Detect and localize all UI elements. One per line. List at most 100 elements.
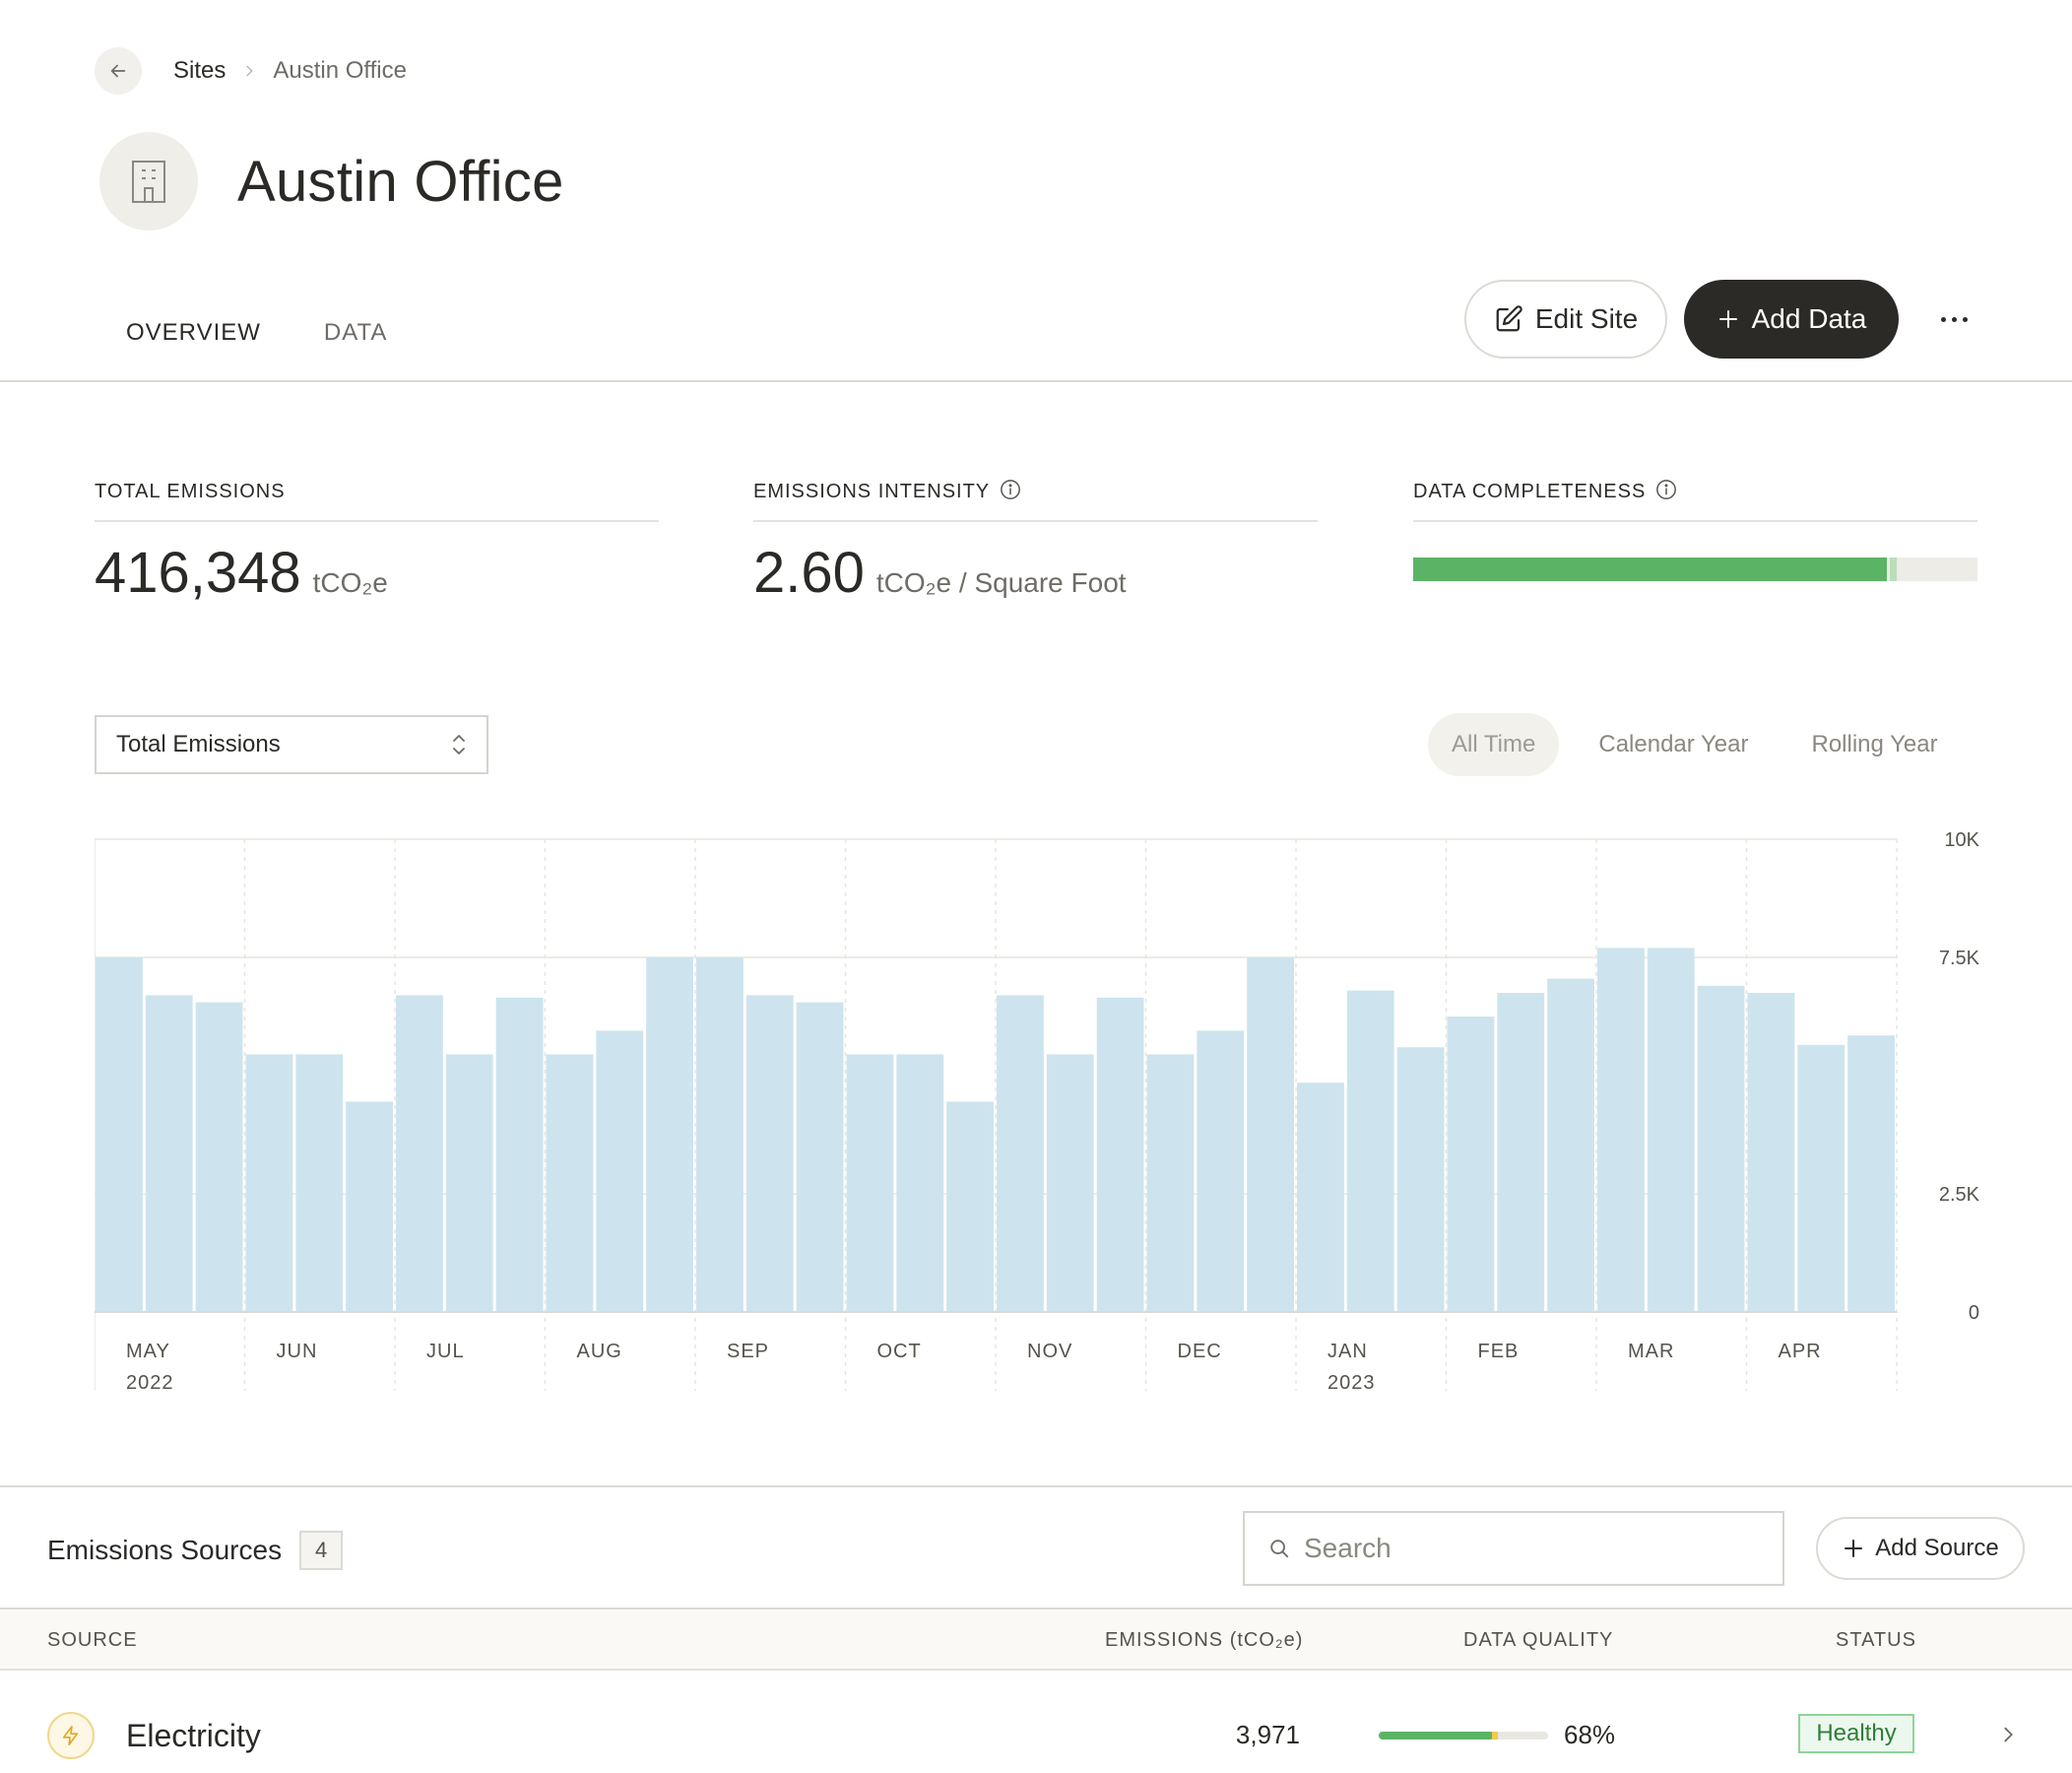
- x-year-label: 2023: [1327, 1372, 1376, 1394]
- chart-bar[interactable]: [1197, 1030, 1245, 1312]
- column-header-data-quality[interactable]: DATA QUALITY: [1463, 1629, 1614, 1651]
- data-quality-percent: 68%: [1564, 1720, 1616, 1749]
- chart-bar[interactable]: [1847, 1035, 1895, 1312]
- chart-bar[interactable]: [696, 957, 744, 1312]
- range-calendar-year[interactable]: Calendar Year: [1598, 731, 1749, 757]
- status-badge: Healthy: [1798, 1714, 1914, 1753]
- back-button[interactable]: [95, 47, 142, 95]
- tab-data[interactable]: DATA: [323, 319, 388, 346]
- chart-bar[interactable]: [96, 957, 143, 1312]
- chart-bar[interactable]: [1247, 957, 1294, 1312]
- data-quality-fill: [1379, 1732, 1494, 1740]
- chart-bar[interactable]: [1697, 985, 1745, 1312]
- add-data-button[interactable]: Add Data: [1684, 280, 1899, 359]
- column-header-status[interactable]: STATUS: [1836, 1629, 1916, 1651]
- x-tick-label: OCT: [877, 1341, 922, 1362]
- metric-select[interactable]: Total Emissions: [95, 715, 488, 774]
- stat-label: EMISSIONS INTENSITY: [753, 481, 991, 502]
- source-name[interactable]: Electricity: [126, 1718, 261, 1753]
- total-emissions-value: 416,348: [95, 541, 301, 605]
- chart-bar[interactable]: [245, 1054, 293, 1312]
- add-data-label: Add Data: [1751, 303, 1867, 334]
- chart-bar[interactable]: [546, 1054, 594, 1312]
- data-completeness-bar: [1413, 558, 1977, 581]
- data-quality-bar: [1379, 1732, 1548, 1740]
- edit-site-label: Edit Site: [1534, 303, 1639, 334]
- x-tick-label: AUG: [577, 1341, 622, 1362]
- search-field[interactable]: [1243, 1511, 1784, 1586]
- chart-bar[interactable]: [896, 1054, 944, 1312]
- x-tick-label: JAN: [1327, 1341, 1368, 1362]
- chart-bar[interactable]: [396, 995, 443, 1312]
- info-icon[interactable]: [1655, 479, 1677, 500]
- chart-bar[interactable]: [646, 957, 693, 1312]
- x-tick-label: SEP: [727, 1341, 769, 1362]
- chart-bar[interactable]: [1747, 993, 1795, 1312]
- x-tick-label: APR: [1779, 1341, 1822, 1362]
- column-header-source[interactable]: SOURCE: [47, 1629, 138, 1651]
- chart-bar[interactable]: [1046, 1054, 1094, 1312]
- edit-icon: [1496, 305, 1522, 332]
- column-header-emissions[interactable]: EMISSIONS (tCO₂e): [1105, 1629, 1304, 1651]
- search-input[interactable]: [1304, 1533, 1777, 1564]
- emissions-intensity-unit: tCO₂e / Square Foot: [875, 567, 1127, 598]
- chart-bar[interactable]: [1447, 1017, 1495, 1312]
- chart-bar[interactable]: [346, 1101, 393, 1312]
- chart-bar[interactable]: [1647, 948, 1695, 1312]
- page-header: Austin Office: [99, 132, 564, 230]
- time-range-tabs: All Time Calendar Year Rolling Year: [1428, 713, 1977, 776]
- plus-icon: [1718, 310, 1737, 328]
- chart-bar[interactable]: [1297, 1083, 1344, 1312]
- info-icon[interactable]: [1000, 479, 1021, 500]
- total-emissions-stat: TOTAL EMISSIONS 416,348 tCO₂e: [95, 473, 659, 606]
- chart-bar[interactable]: [145, 995, 193, 1312]
- add-source-label: Add Source: [1875, 1535, 1999, 1561]
- lightning-icon: [47, 1712, 95, 1759]
- page-title: Austin Office: [237, 149, 564, 214]
- y-tick-label: 7.5K: [1939, 948, 1980, 969]
- chart-bar[interactable]: [195, 1002, 243, 1312]
- breadcrumb-current: Austin Office: [273, 57, 407, 84]
- data-completeness-stat: DATA COMPLETENESS: [1413, 473, 1977, 581]
- tabs-divider: [0, 380, 2072, 382]
- chart-bar[interactable]: [946, 1101, 994, 1312]
- chart-bar[interactable]: [596, 1030, 644, 1312]
- chart-bar[interactable]: [1547, 978, 1594, 1312]
- sources-count-badge: 4: [299, 1531, 344, 1570]
- chart-bar[interactable]: [1797, 1044, 1845, 1312]
- chart-bar[interactable]: [295, 1054, 344, 1312]
- search-icon: [1270, 1540, 1289, 1558]
- y-tick-label: 2.5K: [1939, 1184, 1980, 1206]
- chart-bar[interactable]: [1346, 990, 1394, 1312]
- chart-bar[interactable]: [997, 995, 1044, 1312]
- chart-bar[interactable]: [1396, 1047, 1445, 1312]
- data-quality-marker: [1491, 1732, 1498, 1740]
- x-tick-label: JUL: [426, 1341, 465, 1362]
- breadcrumb-sites-link[interactable]: Sites: [173, 57, 227, 84]
- data-completeness-marker: [1890, 558, 1898, 581]
- chart-bar[interactable]: [1096, 997, 1144, 1312]
- chart-bar[interactable]: [1146, 1054, 1195, 1312]
- chevron-right-icon[interactable]: [1997, 1722, 2019, 1747]
- x-tick-label: MAY: [126, 1341, 170, 1362]
- x-year-label: 2022: [126, 1372, 174, 1394]
- range-rolling-year[interactable]: Rolling Year: [1811, 731, 1938, 757]
- chart-bar[interactable]: [445, 1054, 493, 1312]
- range-all-time[interactable]: All Time: [1428, 713, 1560, 776]
- add-source-button[interactable]: Add Source: [1816, 1517, 2025, 1580]
- metric-select-value: Total Emissions: [116, 731, 281, 757]
- table-row[interactable]: [0, 1671, 2072, 1773]
- tab-overview[interactable]: OVERVIEW: [95, 296, 292, 382]
- chart-bar[interactable]: [745, 995, 794, 1312]
- chart-bar[interactable]: [1597, 948, 1645, 1312]
- chevron-right-icon: [241, 63, 257, 79]
- chart-bar[interactable]: [796, 1002, 844, 1312]
- chart-bar[interactable]: [1497, 993, 1545, 1312]
- chart-bar[interactable]: [846, 1054, 894, 1312]
- edit-site-button[interactable]: Edit Site: [1464, 280, 1667, 359]
- more-options-button[interactable]: [1930, 299, 1977, 339]
- chevron-up-down-icon: [453, 735, 465, 755]
- source-emissions-value: 3,971: [1235, 1720, 1300, 1749]
- emissions-sources-title: Emissions Sources: [47, 1535, 283, 1565]
- chart-bar[interactable]: [495, 997, 544, 1312]
